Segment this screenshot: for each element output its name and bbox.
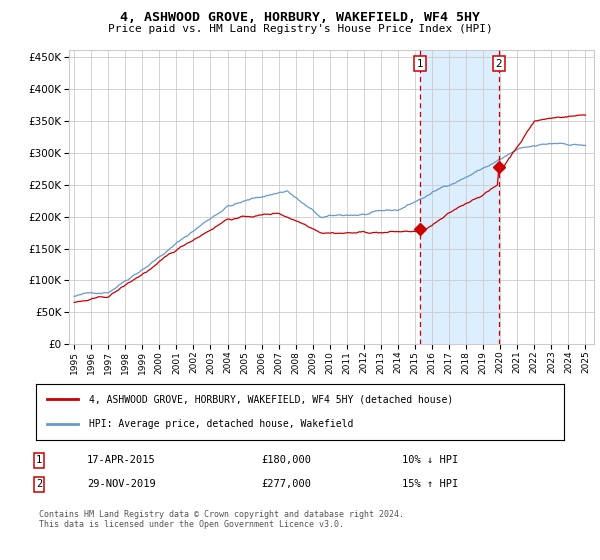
Bar bbox=[420, 50, 499, 344]
Text: Contains HM Land Registry data © Crown copyright and database right 2024.
This d: Contains HM Land Registry data © Crown c… bbox=[39, 510, 404, 529]
Text: 17-APR-2015: 17-APR-2015 bbox=[87, 455, 156, 465]
Text: £277,000: £277,000 bbox=[261, 479, 311, 489]
Text: 10% ↓ HPI: 10% ↓ HPI bbox=[402, 455, 458, 465]
Text: 2: 2 bbox=[496, 59, 502, 69]
Text: 2: 2 bbox=[36, 479, 42, 489]
Text: 1: 1 bbox=[416, 59, 423, 69]
Text: 1: 1 bbox=[36, 455, 42, 465]
Text: 4, ASHWOOD GROVE, HORBURY, WAKEFIELD, WF4 5HY: 4, ASHWOOD GROVE, HORBURY, WAKEFIELD, WF… bbox=[120, 11, 480, 24]
Text: £180,000: £180,000 bbox=[261, 455, 311, 465]
Text: HPI: Average price, detached house, Wakefield: HPI: Average price, detached house, Wake… bbox=[89, 419, 353, 429]
Text: Price paid vs. HM Land Registry's House Price Index (HPI): Price paid vs. HM Land Registry's House … bbox=[107, 24, 493, 34]
Text: 4, ASHWOOD GROVE, HORBURY, WAKEFIELD, WF4 5HY (detached house): 4, ASHWOOD GROVE, HORBURY, WAKEFIELD, WF… bbox=[89, 394, 453, 404]
Text: 29-NOV-2019: 29-NOV-2019 bbox=[87, 479, 156, 489]
Text: 15% ↑ HPI: 15% ↑ HPI bbox=[402, 479, 458, 489]
